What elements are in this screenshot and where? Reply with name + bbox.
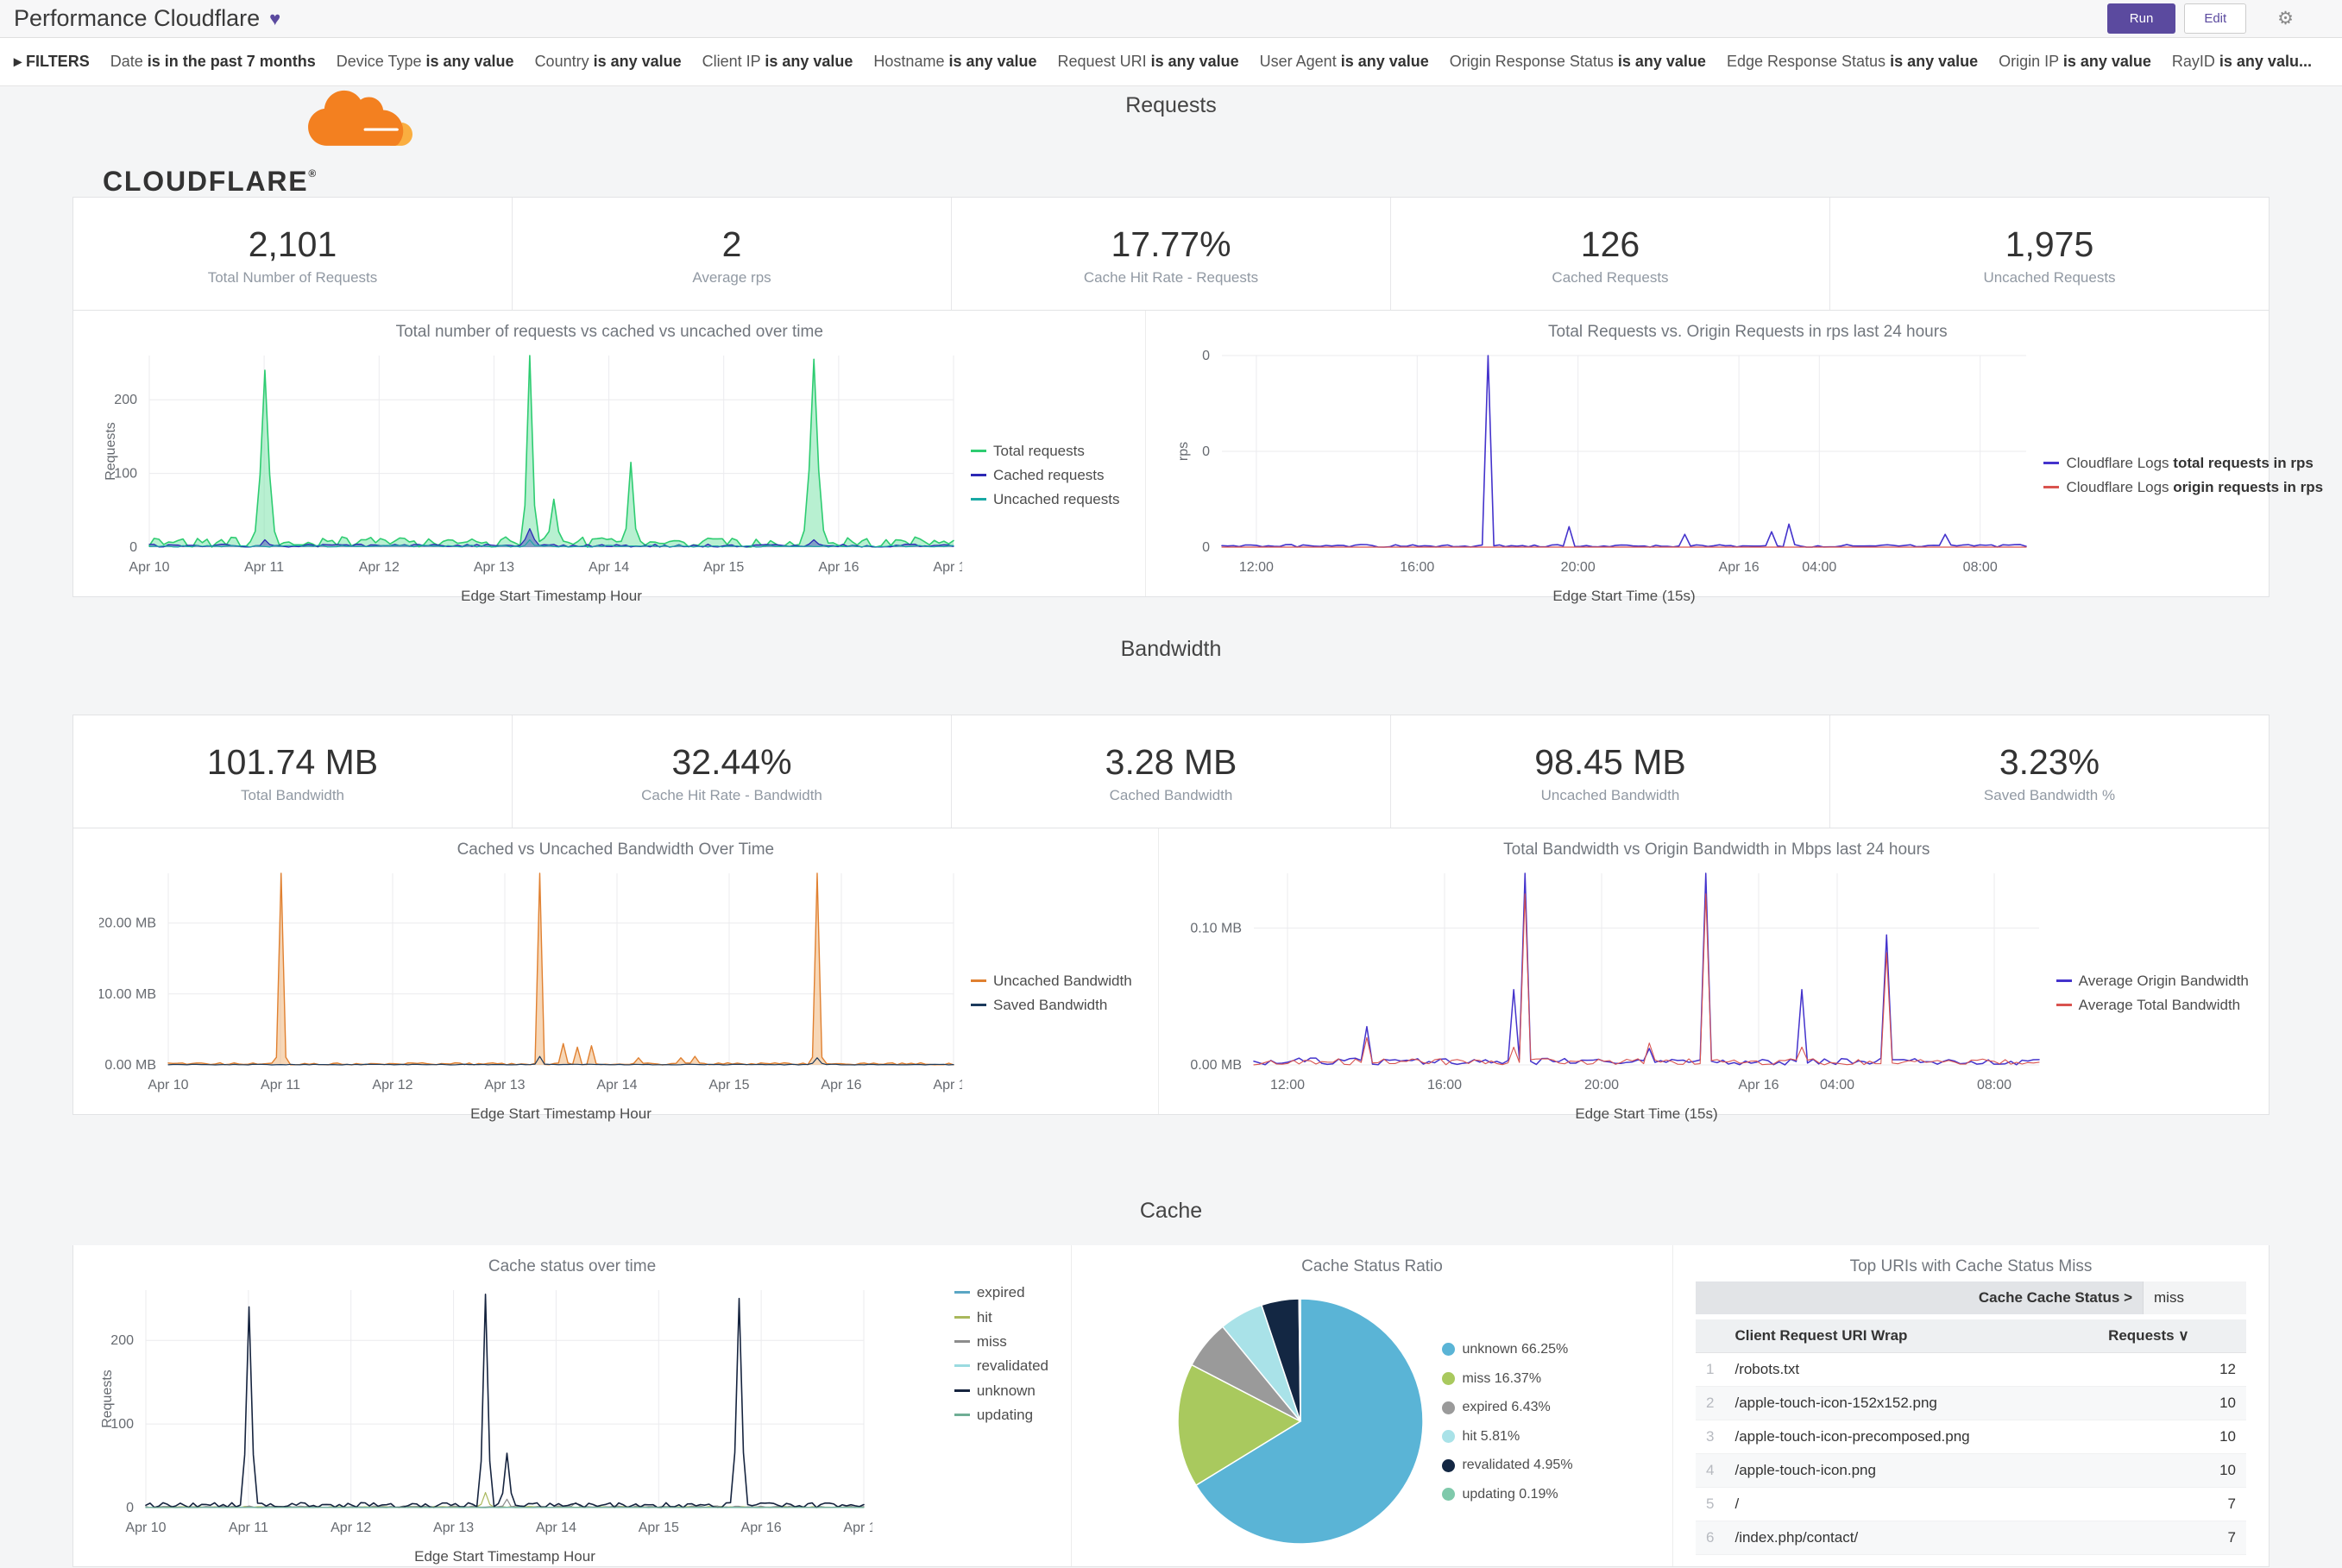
svg-text:0: 0 xyxy=(1203,540,1211,555)
svg-text:08:00: 08:00 xyxy=(1963,560,1998,575)
svg-text:16:00: 16:00 xyxy=(1427,1078,1462,1093)
svg-text:Apr 16: Apr 16 xyxy=(1738,1078,1779,1093)
svg-text:Apr 16: Apr 16 xyxy=(741,1521,782,1535)
svg-text:04:00: 04:00 xyxy=(1820,1078,1854,1093)
svg-text:Apr 17: Apr 17 xyxy=(933,1078,962,1093)
svg-text:Apr 17: Apr 17 xyxy=(843,1521,872,1535)
svg-text:16:00: 16:00 xyxy=(1401,560,1435,575)
svg-text:12:00: 12:00 xyxy=(1270,1078,1305,1093)
svg-text:Edge Start Timestamp Hour: Edge Start Timestamp Hour xyxy=(414,1548,595,1565)
svg-text:0.00 MB: 0.00 MB xyxy=(104,1058,156,1073)
svg-text:Apr 12: Apr 12 xyxy=(331,1521,371,1535)
svg-text:0: 0 xyxy=(126,1501,134,1515)
svg-text:04:00: 04:00 xyxy=(1803,560,1837,575)
svg-text:Apr 15: Apr 15 xyxy=(703,560,744,575)
svg-text:Edge Start Timestamp Hour: Edge Start Timestamp Hour xyxy=(461,588,642,604)
svg-text:20:00: 20:00 xyxy=(1561,560,1596,575)
svg-text:Apr 11: Apr 11 xyxy=(261,1078,300,1093)
svg-text:Apr 14: Apr 14 xyxy=(536,1521,576,1535)
svg-text:Apr 17: Apr 17 xyxy=(933,560,962,575)
svg-text:Apr 16: Apr 16 xyxy=(821,1078,861,1093)
svg-text:200: 200 xyxy=(114,393,137,407)
svg-text:12:00: 12:00 xyxy=(1239,560,1274,575)
svg-text:Apr 13: Apr 13 xyxy=(474,560,514,575)
svg-text:0: 0 xyxy=(1203,349,1211,363)
svg-text:Apr 14: Apr 14 xyxy=(589,560,629,575)
svg-text:200: 200 xyxy=(110,1334,134,1349)
svg-text:Apr 12: Apr 12 xyxy=(359,560,400,575)
svg-text:08:00: 08:00 xyxy=(1977,1078,2011,1093)
svg-text:Apr 15: Apr 15 xyxy=(708,1078,749,1093)
svg-text:Apr 15: Apr 15 xyxy=(639,1521,679,1535)
svg-text:Apr 16: Apr 16 xyxy=(1719,560,1760,575)
svg-text:Apr 13: Apr 13 xyxy=(433,1521,474,1535)
svg-text:Apr 13: Apr 13 xyxy=(484,1078,525,1093)
svg-text:Apr 12: Apr 12 xyxy=(372,1078,412,1093)
svg-text:0.10 MB: 0.10 MB xyxy=(1190,922,1242,936)
svg-text:0: 0 xyxy=(1203,444,1211,459)
svg-text:Apr 10: Apr 10 xyxy=(125,1521,166,1535)
svg-text:Apr 14: Apr 14 xyxy=(596,1078,637,1093)
svg-text:Apr 10: Apr 10 xyxy=(129,560,169,575)
svg-text:10.00 MB: 10.00 MB xyxy=(99,987,156,1002)
svg-text:20.00 MB: 20.00 MB xyxy=(99,916,156,931)
svg-text:0: 0 xyxy=(129,540,137,555)
svg-text:Apr 10: Apr 10 xyxy=(148,1078,188,1093)
svg-text:Requests: Requests xyxy=(104,422,118,481)
svg-text:Apr 11: Apr 11 xyxy=(244,560,284,575)
svg-text:Apr 11: Apr 11 xyxy=(229,1521,268,1535)
svg-text:rps: rps xyxy=(1176,442,1191,461)
svg-text:Edge Start Timestamp Hour: Edge Start Timestamp Hour xyxy=(470,1105,652,1122)
svg-text:Edge Start Time (15s): Edge Start Time (15s) xyxy=(1575,1105,1717,1122)
svg-text:Requests: Requests xyxy=(100,1370,115,1429)
svg-text:Edge Start Time (15s): Edge Start Time (15s) xyxy=(1553,588,1696,604)
svg-text:20:00: 20:00 xyxy=(1584,1078,1619,1093)
svg-text:0.00 MB: 0.00 MB xyxy=(1190,1058,1242,1073)
svg-text:Apr 16: Apr 16 xyxy=(818,560,859,575)
